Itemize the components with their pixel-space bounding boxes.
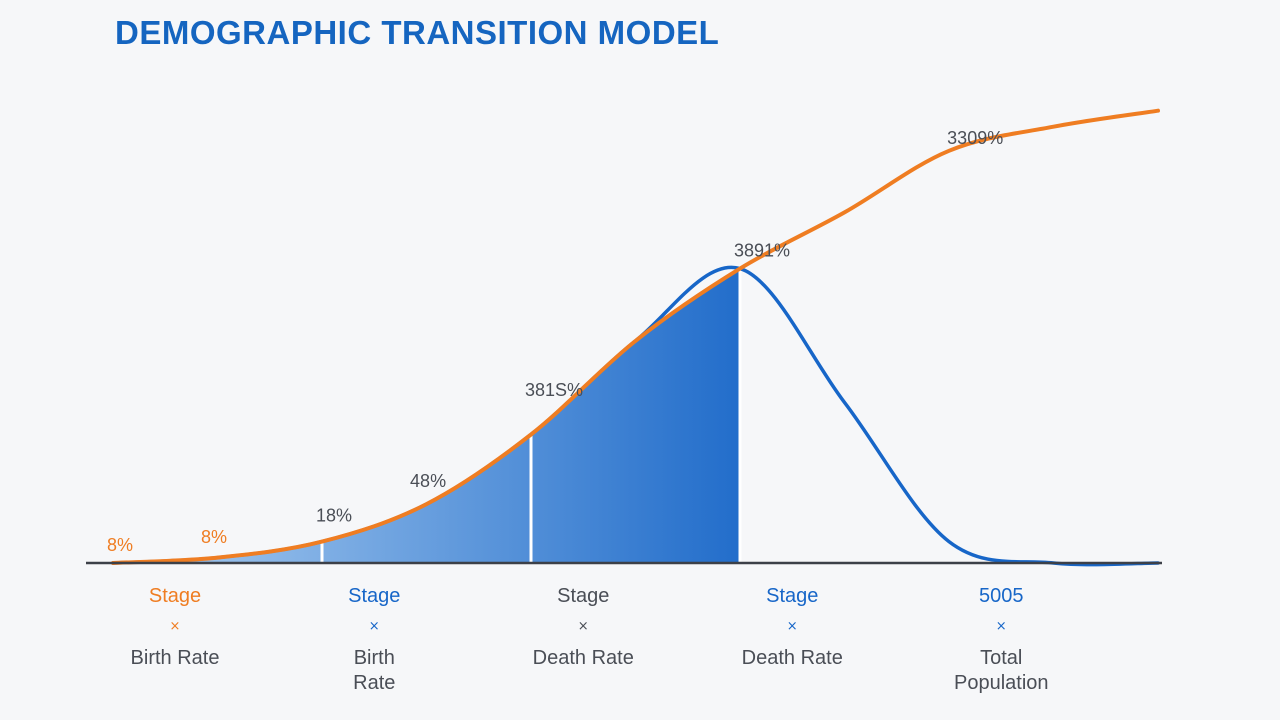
series-line-orange <box>111 108 1160 565</box>
stage-area <box>113 268 740 563</box>
stage-marker: × <box>996 619 1007 634</box>
stage-sublabel: Death Rate <box>533 647 634 669</box>
stage-marker: × <box>578 619 589 634</box>
data-label-2: 8% <box>201 527 227 547</box>
stage-sublabel: Death Rate <box>742 647 843 669</box>
stage-2: Stage × Birth Rate <box>348 585 400 694</box>
stage-label: Stage <box>557 585 609 607</box>
stage-1: Stage × Birth Rate <box>131 585 220 669</box>
data-label-7: 3309% <box>947 128 1003 148</box>
stage-sublabel: Total <box>980 647 1022 669</box>
stage-label: Stage <box>348 585 400 607</box>
stage-3: Stage × Death Rate <box>533 585 634 669</box>
chart-title: DEMOGRAPHIC TRANSITION MODEL <box>115 14 720 51</box>
stage-marker: × <box>170 619 181 634</box>
stage-sublabel: Birth Rate <box>131 647 220 669</box>
stage-4: Stage × Death Rate <box>742 585 843 669</box>
stage-sublabel: Population <box>954 672 1049 694</box>
stage-label: Stage <box>149 585 201 607</box>
data-label-1: 8% <box>107 535 133 555</box>
stage-label: 5005 <box>979 585 1024 607</box>
stage-marker: × <box>369 619 380 634</box>
stage-5: 5005 × Total Population <box>954 585 1049 694</box>
stage-label: Stage <box>766 585 818 607</box>
stage-sublabel: Rate <box>353 672 395 694</box>
data-label-6: 3891% <box>734 241 790 261</box>
stage-marker: × <box>787 619 798 634</box>
data-label-4: 48% <box>410 471 446 491</box>
data-label-3: 18% <box>316 506 352 526</box>
stage-sublabel: Birth <box>354 647 395 669</box>
data-label-5: 381S% <box>525 380 583 400</box>
